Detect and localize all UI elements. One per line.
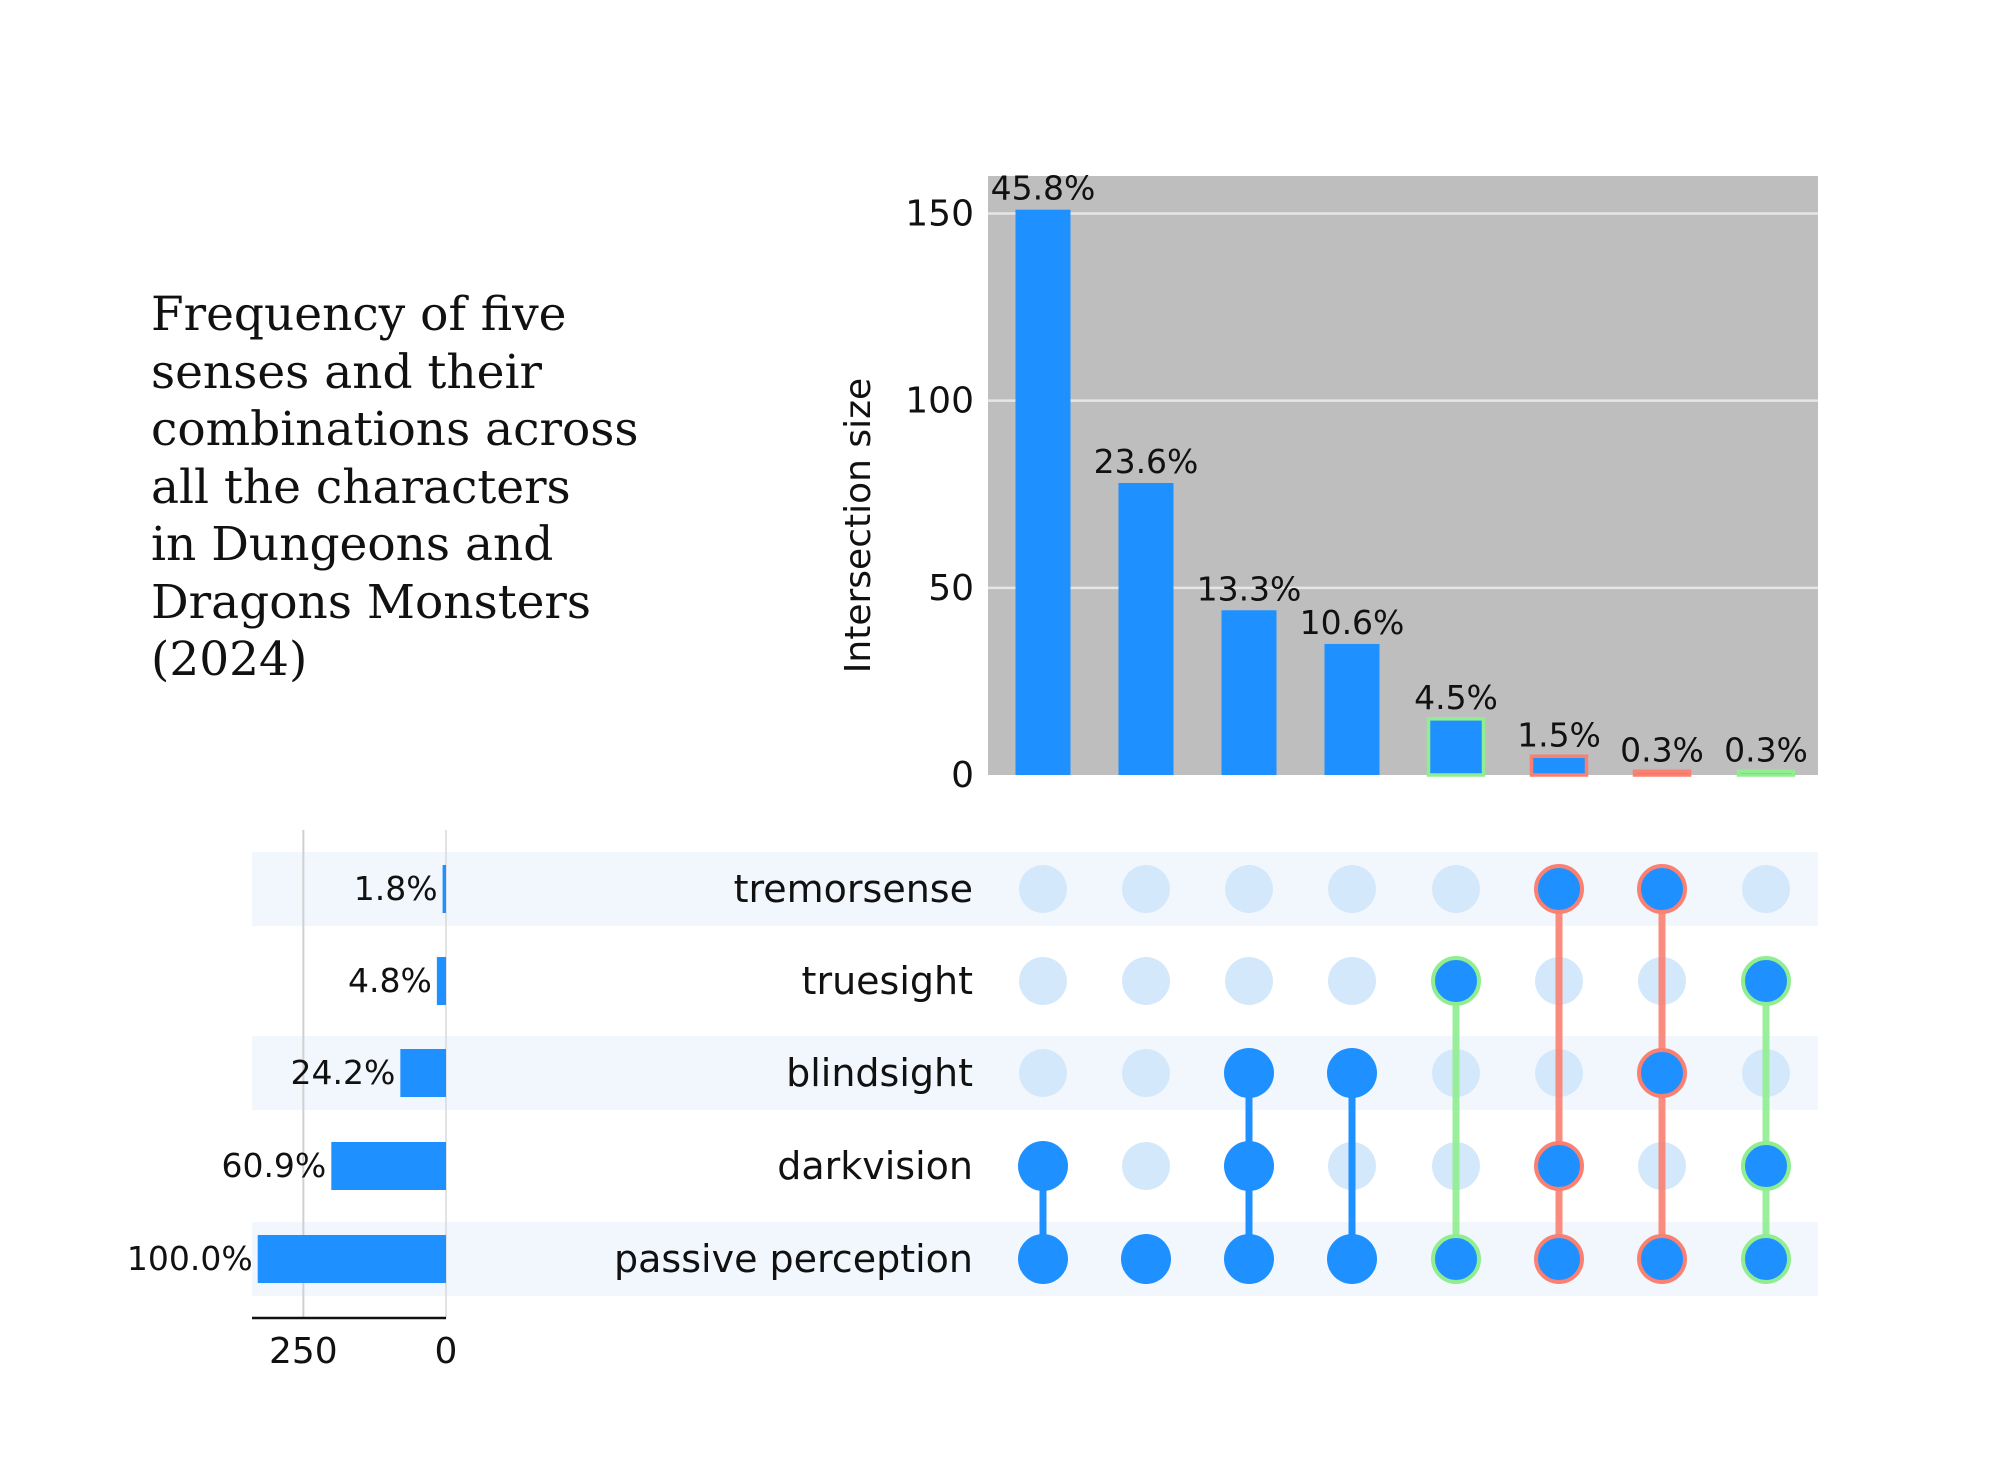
active-dot	[1224, 1141, 1274, 1191]
active-dot	[1534, 1234, 1584, 1284]
set-size-label: 24.2%	[291, 1053, 396, 1092]
set-size-label: 100.0%	[127, 1239, 253, 1278]
y-tick-label: 150	[905, 193, 974, 234]
intersection-bar	[1118, 482, 1174, 775]
membership-matrix-panel: tremorsense truesight blindsight darkvision…	[252, 852, 1818, 1296]
set-size-label: 1.8%	[354, 869, 438, 908]
intersection-bar	[1015, 209, 1071, 776]
active-dot	[1431, 956, 1481, 1006]
active-dot	[1327, 1234, 1377, 1284]
y-axis-label: Intersection size	[838, 378, 879, 673]
active-dot	[1018, 1234, 1068, 1284]
intersection-bar	[1221, 610, 1277, 775]
bar-value-label: 0.3%	[1620, 730, 1704, 769]
inactive-dot	[1225, 957, 1273, 1005]
inactive-dot	[1019, 957, 1067, 1005]
set-size-bar	[436, 957, 446, 1005]
y-tick-label: 50	[928, 568, 974, 609]
set-size-panel: 250 0 1.8% 4.8% 24.2% 60.9% 100.0%	[127, 830, 458, 1372]
active-dot	[1018, 1141, 1068, 1191]
set-size-bar	[257, 1235, 446, 1283]
active-dot	[1224, 1234, 1274, 1284]
set-size-tick-label: 0	[435, 1331, 458, 1372]
inactive-dot	[1019, 865, 1067, 913]
title-line: in Dungeons and	[151, 517, 554, 572]
title-line: senses and their	[151, 344, 542, 400]
title-line: all the characters	[151, 459, 571, 515]
inactive-dot	[1225, 865, 1273, 913]
active-dot	[1534, 1141, 1584, 1191]
active-dot	[1534, 864, 1584, 914]
bar-value-label: 45.8%	[991, 169, 1096, 208]
title-line: (2024)	[151, 632, 308, 687]
active-dot	[1637, 1234, 1687, 1284]
active-dot	[1431, 1234, 1481, 1284]
set-size-label: 60.9%	[221, 1146, 326, 1185]
intersection-bar	[1529, 754, 1589, 777]
title-line: Frequency of five	[151, 287, 567, 342]
intersection-bars-panel: 0 50 100 150 Intersection size 45.8% 23.6% 13.3…	[838, 169, 1818, 796]
inactive-dot	[1122, 1049, 1170, 1097]
intersection-bar	[1632, 769, 1692, 777]
set-name-label: blindsight	[786, 1051, 973, 1095]
set-size-bar	[400, 1049, 446, 1097]
bar-value-label: 10.6%	[1300, 603, 1405, 642]
set-size-bar	[442, 865, 446, 913]
title-line: combinations across	[151, 402, 639, 457]
active-dot	[1741, 956, 1791, 1006]
set-name-label: tremorsense	[734, 867, 973, 911]
intersection-bar	[1736, 769, 1796, 777]
inactive-dot	[1019, 1049, 1067, 1097]
inactive-dot	[1328, 957, 1376, 1005]
active-dot	[1121, 1234, 1171, 1284]
set-name-label: darkvision	[777, 1144, 973, 1188]
inactive-dot	[1328, 865, 1376, 913]
bar-value-label: 23.6%	[1094, 442, 1199, 481]
set-name-label: passive perception	[614, 1237, 973, 1281]
y-tick-label: 0	[951, 755, 974, 796]
set-size-tick-label: 250	[269, 1331, 338, 1372]
intersection-bar	[1324, 643, 1380, 775]
bar-value-label: 4.5%	[1414, 678, 1498, 717]
bar-value-label: 1.5%	[1517, 715, 1601, 754]
active-dot	[1327, 1048, 1377, 1098]
intersection-bar	[1426, 717, 1486, 777]
active-dot	[1637, 1048, 1687, 1098]
y-tick-label: 100	[905, 381, 974, 422]
title-line: Dragons Monsters	[151, 574, 591, 630]
inactive-dot	[1122, 1142, 1170, 1190]
set-name-label: truesight	[802, 959, 973, 1003]
set-size-bar	[331, 1142, 446, 1190]
active-dot	[1741, 1234, 1791, 1284]
active-dot	[1224, 1048, 1274, 1098]
bar-value-label: 0.3%	[1724, 730, 1808, 769]
inactive-dot	[1742, 865, 1790, 913]
inactive-dot	[1122, 865, 1170, 913]
set-size-label: 4.8%	[348, 961, 432, 1000]
active-dot	[1741, 1141, 1791, 1191]
inactive-dot	[1122, 957, 1170, 1005]
active-dot	[1637, 864, 1687, 914]
chart-title: Frequency of five senses and their combi…	[151, 286, 711, 689]
inactive-dot	[1432, 865, 1480, 913]
bar-value-label: 13.3%	[1197, 569, 1302, 608]
